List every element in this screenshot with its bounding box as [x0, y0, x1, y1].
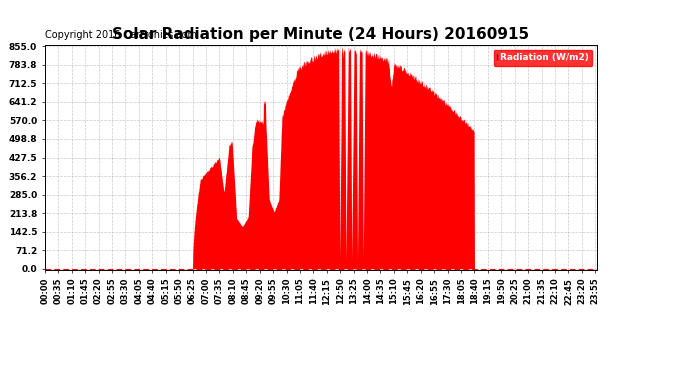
Text: Copyright 2016 Cartronics.com: Copyright 2016 Cartronics.com [45, 30, 197, 40]
Title: Solar Radiation per Minute (24 Hours) 20160915: Solar Radiation per Minute (24 Hours) 20… [112, 27, 529, 42]
Legend: Radiation (W/m2): Radiation (W/m2) [493, 50, 592, 66]
